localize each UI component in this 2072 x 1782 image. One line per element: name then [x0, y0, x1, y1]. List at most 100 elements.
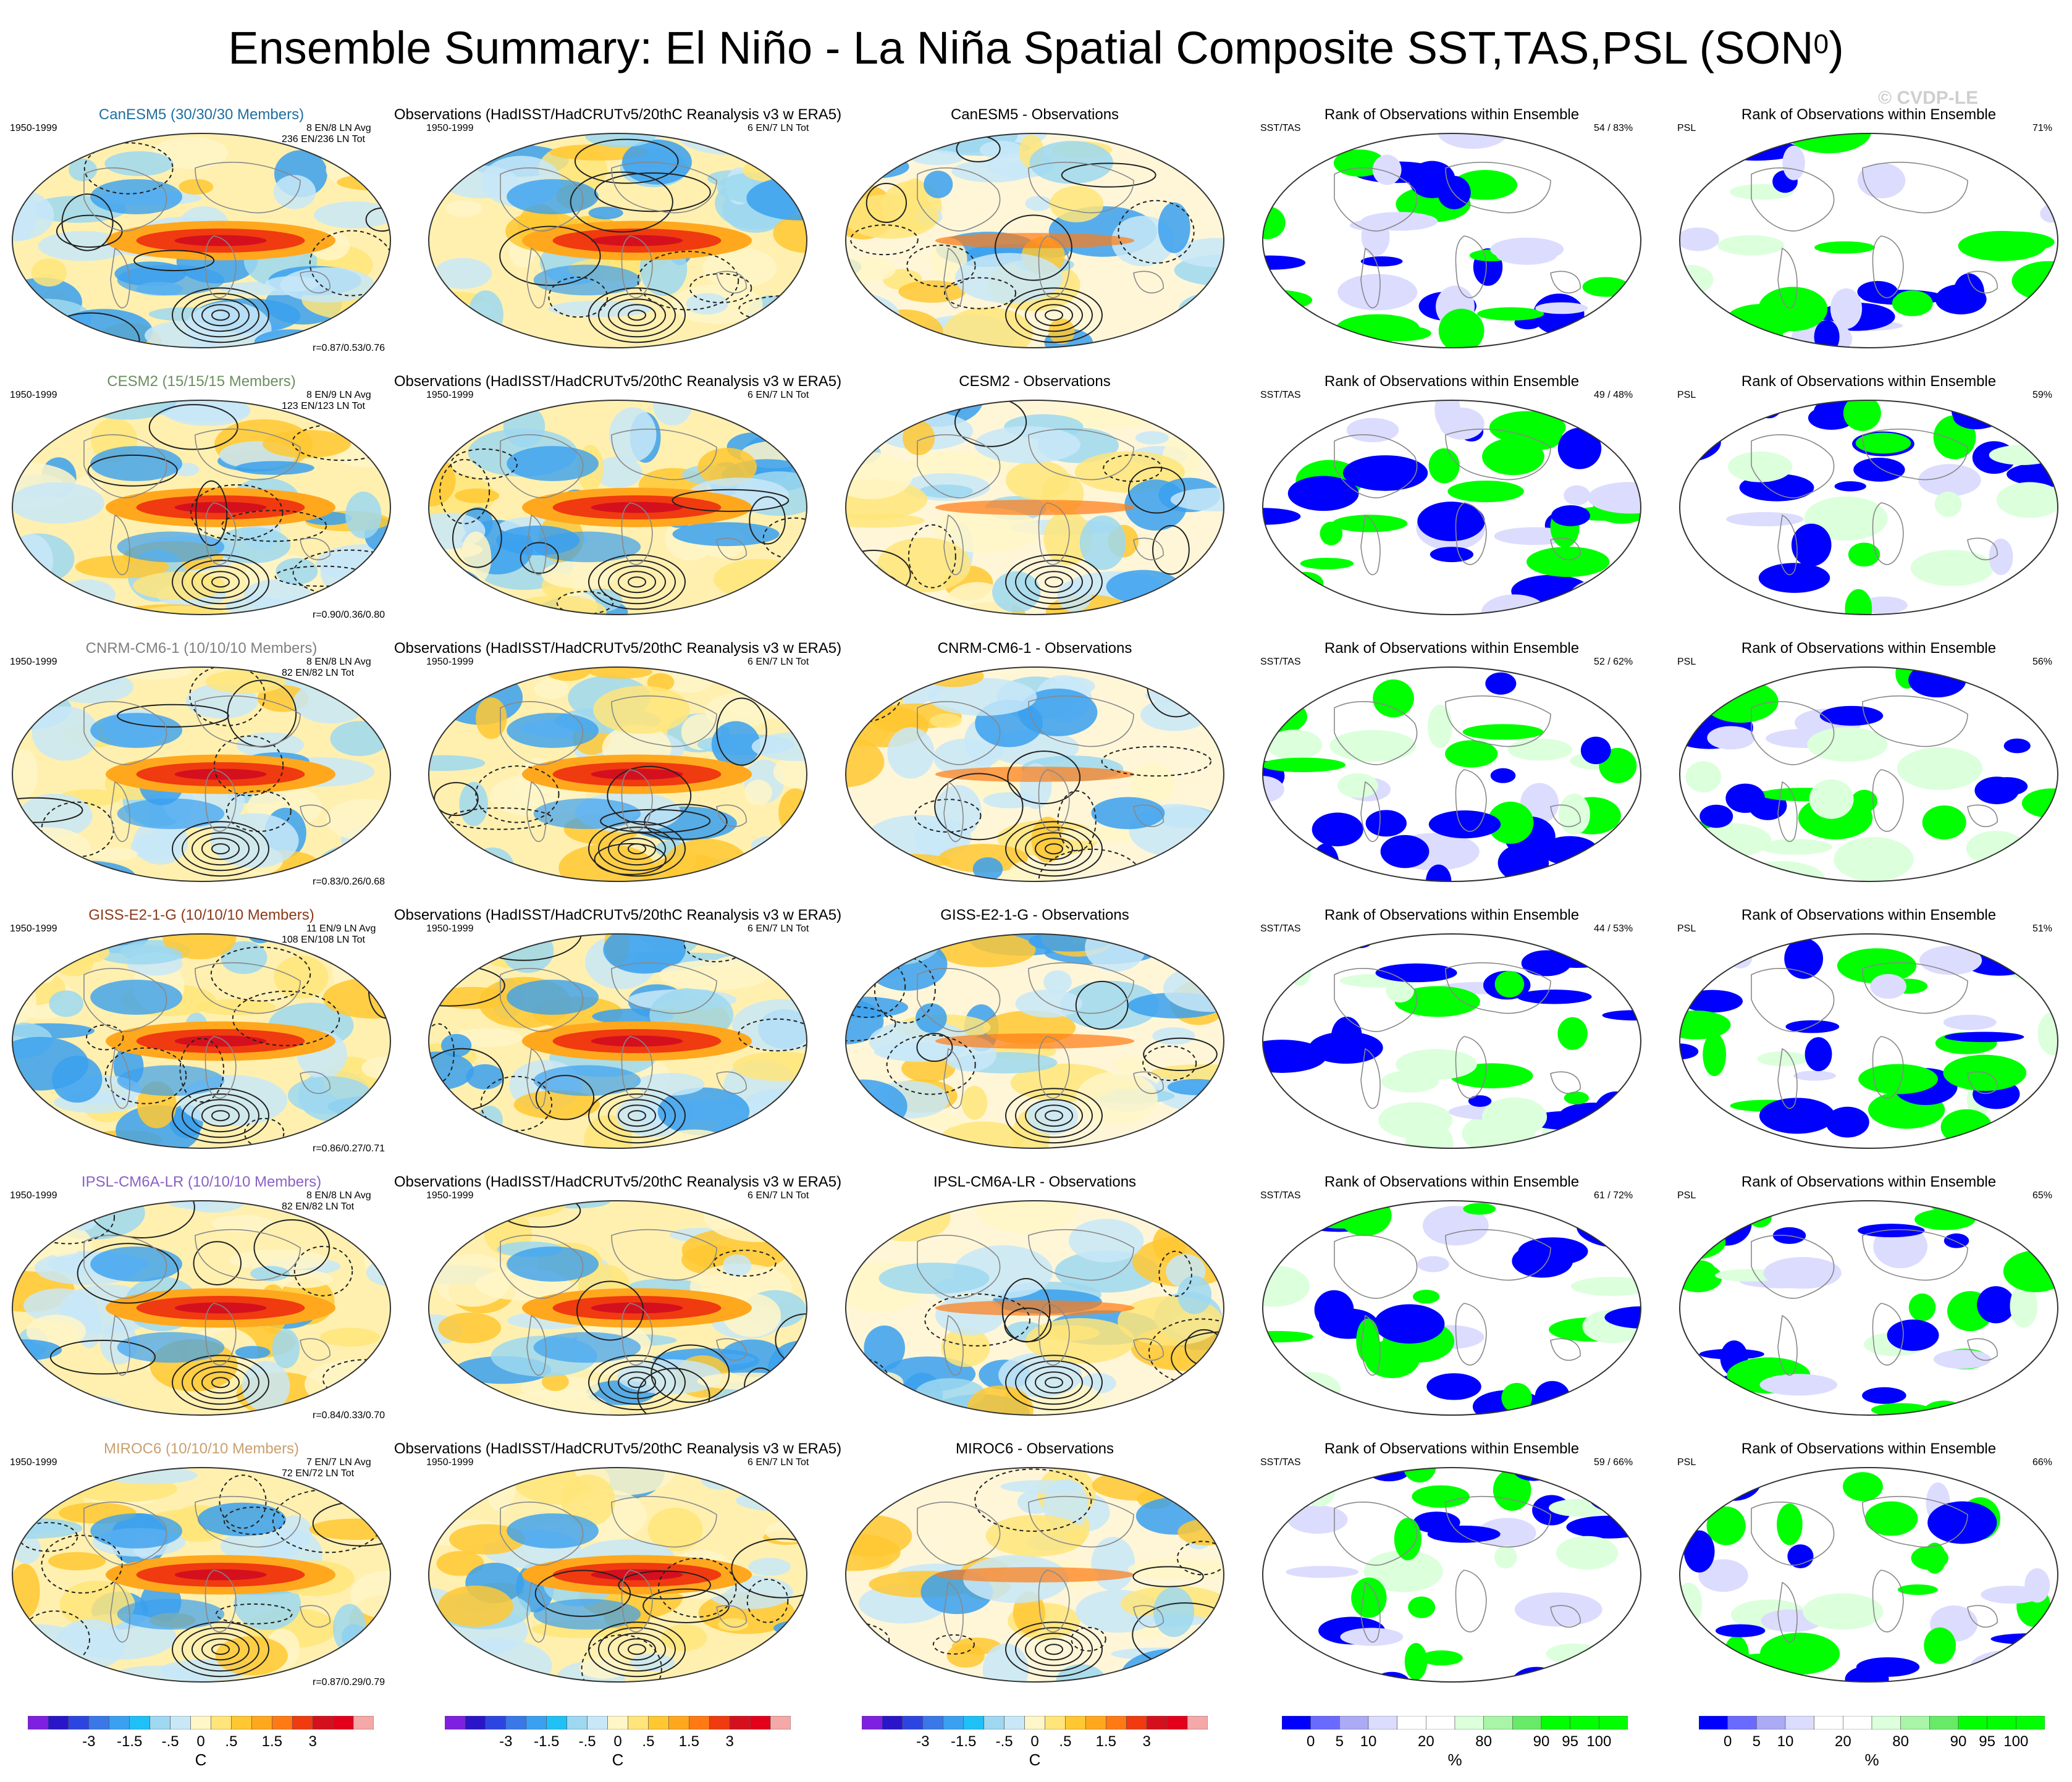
rank-title: Rank of Observations within Ensemble — [1324, 640, 1580, 657]
period-label: 1950-1999 — [426, 1457, 474, 1468]
colorbar-tick: -.5 — [161, 1733, 179, 1750]
watermark: © CVDP-LE — [1878, 88, 1979, 108]
en-ln-tot: 82 EN/82 LN Tot — [282, 1201, 355, 1212]
obs-panel-title: Observations (HadISST/HadCRUTv5/20thC Re… — [394, 1440, 842, 1457]
obs-composite-map — [428, 1467, 807, 1683]
rank-title: Rank of Observations within Ensemble — [1741, 1174, 1997, 1190]
colorbar-tick: 20 — [1834, 1733, 1851, 1750]
obs-panel-title: Observations (HadISST/HadCRUTv5/20thC Re… — [394, 1174, 842, 1190]
rank-title: Rank of Observations within Ensemble — [1741, 640, 1997, 657]
colorbar-unit: % — [1447, 1750, 1462, 1769]
sst-tas-rank: 61 / 72% — [1594, 1190, 1633, 1201]
sst-tas-label: SST/TAS — [1260, 123, 1301, 133]
en-ln-tot: 72 EN/72 LN Tot — [282, 1468, 355, 1479]
en-ln-tot: 236 EN/236 LN Tot — [282, 134, 365, 145]
difference-map — [845, 666, 1224, 882]
psl-label: PSL — [1677, 657, 1696, 667]
colorbar-tick: 90 — [1950, 1733, 1967, 1750]
difference-title: IPSL-CM6A-LR - Observations — [933, 1174, 1137, 1190]
colorbar-tick: 1.5 — [1095, 1733, 1116, 1750]
sst-tas-rank-map — [1262, 1200, 1641, 1416]
en-ln-avg: 8 EN/8 LN Avg — [306, 657, 371, 667]
obs-composite-map — [428, 133, 807, 348]
en-ln-avg: 8 EN/8 LN Avg — [306, 123, 371, 133]
psl-rank: 56% — [2032, 657, 2053, 667]
pattern-correlation: r=0.90/0.36/0.80 — [313, 610, 385, 620]
sst-tas-label: SST/TAS — [1260, 1190, 1301, 1201]
model-composite-map — [12, 133, 391, 348]
colorbar-tick: 80 — [1475, 1733, 1493, 1750]
colorbar-tick: 100 — [1586, 1733, 1612, 1750]
colorbar-tick: -.5 — [995, 1733, 1013, 1750]
colorbar-tick: 3 — [1142, 1733, 1151, 1750]
colorbar-tick: 10 — [1360, 1733, 1377, 1750]
sst-tas-rank-map — [1262, 1467, 1641, 1683]
model-composite-map — [12, 1200, 391, 1416]
pattern-correlation: r=0.87/0.53/0.76 — [313, 343, 385, 353]
obs-panel-title: Observations (HadISST/HadCRUTv5/20thC Re… — [394, 640, 842, 657]
colorbar-tick: 0 — [196, 1733, 205, 1750]
sst-tas-rank: 54 / 83% — [1594, 123, 1633, 133]
en-ln-avg: 8 EN/9 LN Avg — [306, 390, 371, 400]
rank-colorbar-2 — [1699, 1716, 2045, 1729]
colorbar-tick: 3 — [725, 1733, 734, 1750]
period-label: 1950-1999 — [426, 390, 474, 400]
rank-title: Rank of Observations within Ensemble — [1324, 373, 1580, 390]
sst-tas-label: SST/TAS — [1260, 390, 1301, 400]
psl-rank-map — [1679, 1200, 2058, 1416]
psl-label: PSL — [1677, 1190, 1696, 1201]
psl-rank-map — [1679, 400, 2058, 615]
period-label: 1950-1999 — [10, 657, 57, 667]
colorbar-tick: -3 — [82, 1733, 96, 1750]
period-label: 1950-1999 — [10, 390, 57, 400]
colorbar-tick: 10 — [1777, 1733, 1794, 1750]
psl-label: PSL — [1677, 390, 1696, 400]
difference-title: MIROC6 - Observations — [955, 1440, 1114, 1457]
period-label: 1950-1999 — [426, 1190, 474, 1201]
rank-title: Rank of Observations within Ensemble — [1324, 106, 1580, 123]
colorbar-tick: 90 — [1533, 1733, 1550, 1750]
psl-rank: 59% — [2032, 390, 2053, 400]
temperature-colorbar-2 — [445, 1716, 791, 1729]
obs-counts: 6 EN/7 LN Tot — [748, 123, 809, 133]
colorbar-tick: -1.5 — [117, 1733, 143, 1750]
pattern-correlation: r=0.86/0.27/0.71 — [313, 1143, 385, 1154]
colorbar-tick: 1.5 — [261, 1733, 282, 1750]
colorbar-tick: 80 — [1892, 1733, 1910, 1750]
model-composite-map — [12, 400, 391, 615]
obs-counts: 6 EN/7 LN Tot — [748, 657, 809, 667]
difference-title: CNRM-CM6-1 - Observations — [937, 640, 1132, 657]
period-label: 1950-1999 — [10, 1190, 57, 1201]
colorbar-tick: 5 — [1335, 1733, 1344, 1750]
obs-counts: 6 EN/7 LN Tot — [748, 390, 809, 400]
en-ln-avg: 11 EN/9 LN Avg — [306, 923, 376, 934]
obs-counts: 6 EN/7 LN Tot — [748, 923, 809, 934]
colorbar-tick: 5 — [1752, 1733, 1761, 1750]
difference-title: GISS-E2-1-G - Observations — [940, 907, 1129, 923]
panel-title-IPSL-CM6A-LR: IPSL-CM6A-LR (10/10/10 Members) — [81, 1174, 322, 1190]
psl-label: PSL — [1677, 123, 1696, 133]
obs-panel-title: Observations (HadISST/HadCRUTv5/20thC Re… — [394, 106, 842, 123]
period-label: 1950-1999 — [10, 923, 57, 934]
period-label: 1950-1999 — [426, 123, 474, 133]
rank-title: Rank of Observations within Ensemble — [1324, 1440, 1580, 1457]
panel-title-CNRM-CM6-1: CNRM-CM6-1 (10/10/10 Members) — [85, 640, 318, 657]
sst-tas-rank-map — [1262, 933, 1641, 1149]
temperature-colorbar-3 — [862, 1716, 1208, 1729]
obs-panel-title: Observations (HadISST/HadCRUTv5/20thC Re… — [394, 373, 842, 390]
difference-map — [845, 933, 1224, 1149]
colorbar-unit: C — [1029, 1750, 1041, 1769]
psl-rank-map — [1679, 1467, 2058, 1683]
sst-tas-label: SST/TAS — [1260, 923, 1301, 934]
obs-counts: 6 EN/7 LN Tot — [748, 1457, 809, 1468]
colorbar-tick: 3 — [308, 1733, 317, 1750]
obs-counts: 6 EN/7 LN Tot — [748, 1190, 809, 1201]
sst-tas-rank: 52 / 62% — [1594, 657, 1633, 667]
colorbar-tick: 0 — [1306, 1733, 1315, 1750]
panel-title-GISS-E2-1-G: GISS-E2-1-G (10/10/10 Members) — [88, 907, 314, 923]
colorbar-tick: 95 — [1562, 1733, 1579, 1750]
pattern-correlation: r=0.83/0.26/0.68 — [313, 876, 385, 887]
colorbar-tick: -.5 — [578, 1733, 596, 1750]
sst-tas-label: SST/TAS — [1260, 657, 1301, 667]
